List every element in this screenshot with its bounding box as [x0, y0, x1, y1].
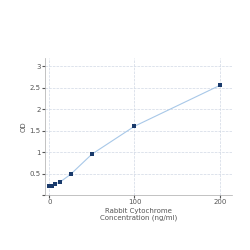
Point — [218, 84, 222, 87]
Point — [48, 184, 52, 188]
Point — [90, 152, 94, 156]
Point — [132, 124, 136, 128]
Point — [47, 184, 51, 188]
Point — [52, 182, 56, 186]
Point — [68, 172, 72, 176]
Point — [58, 180, 62, 184]
Y-axis label: OD: OD — [21, 121, 27, 132]
X-axis label: Rabbit Cytochrome
Concentration (ng/ml): Rabbit Cytochrome Concentration (ng/ml) — [100, 208, 178, 222]
Point — [50, 184, 54, 188]
